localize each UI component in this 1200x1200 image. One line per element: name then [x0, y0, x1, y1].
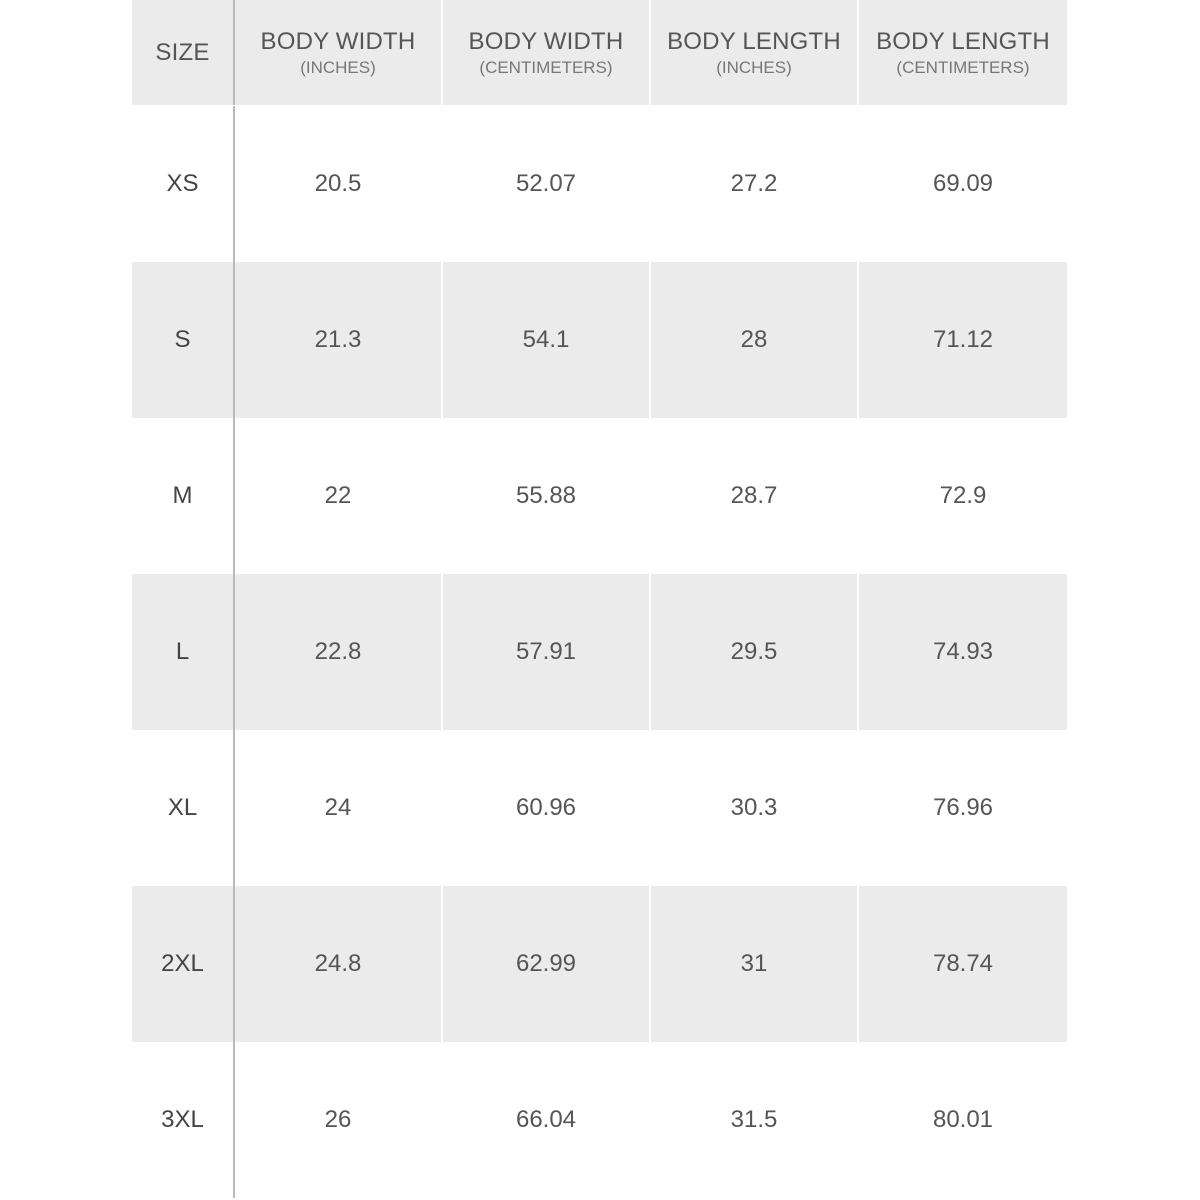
column-header: SIZE: [132, 0, 235, 105]
table-row: L 22.8 57.91 29.5 74.93: [132, 574, 1068, 730]
size-label: S: [132, 262, 235, 418]
table-row: XL 24 60.96 30.3 76.96: [132, 730, 1068, 886]
measurement-cell: 66.04: [443, 1042, 651, 1198]
column-header: BODY LENGTH (INCHES): [651, 0, 859, 105]
measurement-cell: 22.8: [235, 574, 443, 730]
measurement-cell: 54.1: [443, 262, 651, 418]
measurement-cell: 28.7: [651, 418, 859, 574]
measurement-cell: 20.5: [235, 106, 443, 262]
measurement-cell: 31.5: [651, 1042, 859, 1198]
table-row: 2XL 24.8 62.99 31 78.74: [132, 886, 1068, 1042]
column-header-unit: (CENTIMETERS): [896, 57, 1030, 77]
measurement-cell: 29.5: [651, 574, 859, 730]
column-header-unit: (INCHES): [716, 57, 792, 77]
size-label: XL: [132, 730, 235, 886]
measurement-cell: 24: [235, 730, 443, 886]
table-row: XS 20.5 52.07 27.2 69.09: [132, 106, 1068, 262]
column-header-unit: (CENTIMETERS): [479, 57, 613, 77]
column-header: BODY LENGTH (CENTIMETERS): [859, 0, 1067, 105]
measurement-cell: 24.8: [235, 886, 443, 1042]
column-header-title: BODY WIDTH: [260, 27, 416, 55]
size-label: 3XL: [132, 1042, 235, 1198]
size-label: M: [132, 418, 235, 574]
column-header-title: SIZE: [155, 38, 210, 66]
measurement-cell: 55.88: [443, 418, 651, 574]
measurement-cell: 60.96: [443, 730, 651, 886]
column-header-unit: (INCHES): [300, 57, 376, 77]
measurement-cell: 72.9: [859, 418, 1067, 574]
measurement-cell: 22: [235, 418, 443, 574]
measurement-cell: 31: [651, 886, 859, 1042]
size-label: XS: [132, 106, 235, 262]
table-row: M 22 55.88 28.7 72.9: [132, 418, 1068, 574]
column-header-title: BODY WIDTH: [468, 27, 624, 55]
measurement-cell: 71.12: [859, 262, 1067, 418]
measurement-cell: 74.93: [859, 574, 1067, 730]
header-row: SIZE BODY WIDTH (INCHES) BODY WIDTH (CENTIME…: [132, 0, 1068, 106]
measurement-cell: 69.09: [859, 106, 1067, 262]
measurement-cell: 21.3: [235, 262, 443, 418]
table-row: 3XL 26 66.04 31.5 80.01: [132, 1042, 1068, 1198]
table-row: S 21.3 54.1 28 71.12: [132, 262, 1068, 418]
measurement-cell: 27.2: [651, 106, 859, 262]
size-chart-table: SIZE BODY WIDTH (INCHES) BODY WIDTH (CENTIME…: [132, 0, 1068, 1198]
column-header-title: BODY LENGTH: [876, 27, 1050, 55]
size-label: L: [132, 574, 235, 730]
column-header-title: BODY LENGTH: [667, 27, 841, 55]
measurement-cell: 76.96: [859, 730, 1067, 886]
column-header: BODY WIDTH (CENTIMETERS): [443, 0, 651, 105]
measurement-cell: 57.91: [443, 574, 651, 730]
measurement-cell: 78.74: [859, 886, 1067, 1042]
measurement-cell: 62.99: [443, 886, 651, 1042]
measurement-cell: 52.07: [443, 106, 651, 262]
measurement-cell: 28: [651, 262, 859, 418]
measurement-cell: 26: [235, 1042, 443, 1198]
column-header: BODY WIDTH (INCHES): [235, 0, 443, 105]
size-label: 2XL: [132, 886, 235, 1042]
measurement-cell: 30.3: [651, 730, 859, 886]
measurement-cell: 80.01: [859, 1042, 1067, 1198]
